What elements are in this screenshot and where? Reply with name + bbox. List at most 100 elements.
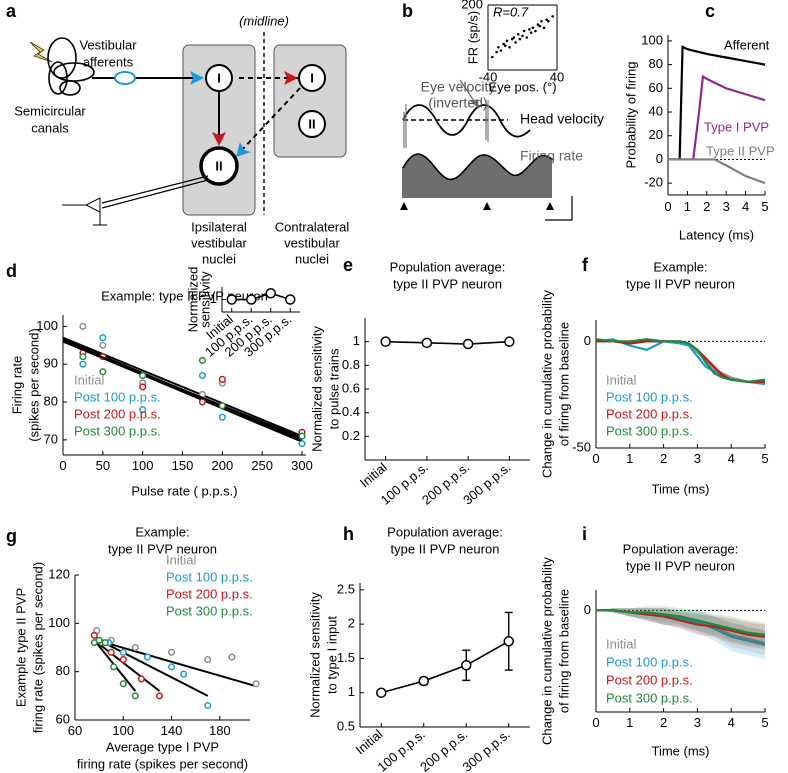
data-point [246,294,257,305]
data-point [168,663,176,671]
data-point [139,406,147,414]
arrowhead [470,99,479,109]
x-tick-label: 100 [112,723,134,738]
chart-title: Population average: [623,541,739,556]
x-tick-label: 0 [664,199,671,214]
x-tick-label: 5 [761,199,768,214]
x-tick-label: 60 [68,723,82,738]
head-velocity-trace [402,104,531,138]
data-point [497,45,500,49]
y-axis-label: Normalized sensitivity [307,592,322,718]
panel-label: b [402,1,413,21]
data-point [510,37,514,41]
series-line [231,292,291,301]
y-axis-label: to pulse trains [326,348,341,429]
legend-label: Post 300 p.p.s. [166,603,253,618]
diagram-label: vestibular [191,235,247,250]
x-tick-label: 3 [694,451,701,466]
panel-label: f [582,255,589,275]
electrode [101,175,209,204]
firing-rate-fit [402,153,554,181]
y-tick-label: 80 [56,663,70,678]
series-line [381,640,510,694]
data-point [491,55,494,59]
diagram-label: Firing rate [520,148,583,164]
y-tick-label: 60 [649,80,663,95]
node-label: I [310,70,314,85]
y-tick-label: 80 [649,56,663,71]
data-point [265,288,276,299]
node-label: I [217,70,221,85]
x-tick-label: 0 [592,451,599,466]
diagram-label: Eye velocity [421,79,496,95]
data-point [298,440,306,448]
error-band [596,608,765,660]
data-point [502,42,505,46]
data-point [522,29,526,33]
data-point [218,402,226,410]
legend-label: Post 200 p.p.s. [74,406,161,421]
series-line [596,609,766,636]
y-tick-label: -50 [572,439,591,454]
data-point [139,371,147,380]
y-tick-label: 100 [48,615,70,630]
diagram-a: Vestibular afferents Semicircular canals… [14,13,349,266]
data-point [542,26,546,30]
data-point [79,353,87,361]
y-tick-label: -20 [644,175,663,190]
legend-label: Initial [74,372,104,387]
data-point [131,692,139,700]
data-point [525,36,529,39]
annotation: R=0.7 [493,4,529,19]
legend-label: Post 100 p.p.s. [606,389,693,404]
y-tick-label: 2 [348,616,355,631]
x-tick-label: 4 [728,451,735,466]
data-point [119,680,127,688]
data-point [551,15,554,18]
chart-title: type II PVP neuron [393,276,502,291]
x-axis-label: Latency (ms) [679,227,754,242]
x-tick-label: 0 [592,715,599,730]
node [298,64,326,92]
legend-label: Post 300 p.p.s. [606,423,693,438]
node-label: II [308,116,315,131]
data-point [380,336,391,347]
legend-label: Initial [606,372,636,387]
diagram-label: vestibular [284,235,340,250]
diagram-label: Contralateral [275,219,350,234]
data-point [79,360,87,368]
chart-title: Example: [135,524,189,539]
data-point [218,413,226,421]
y-axis-label: Probability of firing [623,62,638,169]
arrowhead [190,71,204,85]
legend-label: Post 100 p.p.s. [166,569,253,584]
panel-label: g [6,526,17,546]
x-tick-label: 0 [59,458,66,473]
chart-title: Population average: [390,259,506,274]
series-line [668,158,766,185]
chart: 70 80 90 100 0 50 100 150 200 250 300 Example: type… [9,288,312,498]
x-axis-label: Time (ms) [651,481,709,496]
data-point [107,648,115,656]
y-axis-label: sensitivity [197,271,212,328]
data-point [461,660,472,671]
chart: 60 80 100 120 60 100 140 180 Example: type II PVP… [13,524,260,771]
legend-label: Post 200 p.p.s. [606,406,693,421]
error-band [596,608,765,656]
data-point [228,653,236,661]
data-point [503,44,507,47]
legend-label: Post 300 p.p.s. [606,690,693,705]
data-point [521,34,524,38]
diagram-label: Head velocity [520,111,604,127]
canal [48,61,68,95]
data-point [143,653,151,661]
data-point [119,648,127,656]
x-tick-label: 5 [761,451,768,466]
canal [47,37,77,79]
panel-label: i [582,524,587,544]
scale-bar [545,196,573,221]
